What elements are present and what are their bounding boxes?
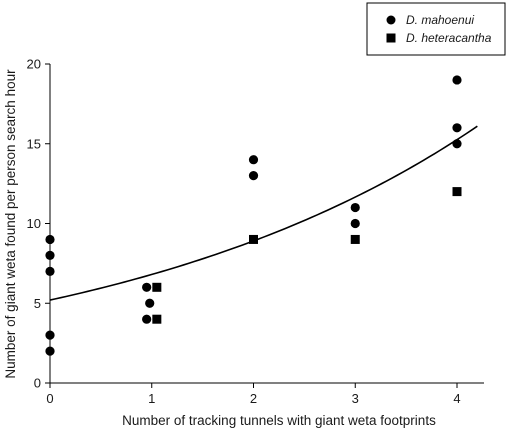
point-d-mahoenui (452, 123, 462, 133)
axes (49, 64, 484, 384)
legend-box (366, 2, 506, 56)
y-tick-label: 0 (34, 376, 41, 391)
point-d-mahoenui (45, 234, 55, 245)
point-d-mahoenui (145, 298, 155, 308)
point-d-mahoenui (248, 171, 259, 181)
axis-ticks: 0 1 2 3 4 0 5 10 15 20 (27, 57, 461, 407)
point-d-mahoenui (45, 330, 55, 340)
point-d-mahoenui (45, 250, 55, 260)
legend-label-d-mahoenui: D. mahoenui (406, 13, 474, 27)
x-tick-label: 2 (250, 391, 257, 406)
point-d-heteracantha (350, 234, 360, 244)
x-tick-label: 1 (148, 391, 155, 406)
x-axis-title: Number of tracking tunnels with giant we… (122, 413, 436, 428)
fit-curve (49, 125, 478, 301)
legend-marker-d-mahoenui (386, 15, 396, 25)
point-d-mahoenui (142, 282, 152, 292)
point-d-mahoenui (45, 346, 55, 356)
point-d-heteracantha (452, 187, 462, 197)
point-d-mahoenui (142, 314, 152, 324)
point-d-mahoenui (248, 155, 259, 165)
point-d-mahoenui (452, 75, 462, 85)
x-tick-label: 3 (352, 391, 359, 406)
legend-marker-d-heteracantha (386, 33, 396, 43)
y-axis-title: Number of giant weta found per person se… (3, 69, 18, 379)
x-tick-label: 0 (46, 391, 53, 406)
point-d-heteracantha (152, 314, 162, 324)
legend: D. mahoenui D. heteracantha (366, 2, 506, 56)
legend-label-d-heteracantha: D. heteracantha (406, 31, 492, 45)
x-tick-label: 4 (453, 391, 460, 406)
y-tick-label: 20 (27, 57, 41, 72)
point-d-heteracantha (152, 282, 162, 292)
y-tick-label: 5 (34, 296, 41, 311)
data-points (45, 75, 462, 356)
y-tick-label: 10 (27, 216, 41, 231)
y-tick-label: 15 (27, 136, 41, 151)
point-d-mahoenui (452, 139, 462, 149)
point-d-heteracantha (249, 234, 258, 244)
fit-curve-layer (49, 125, 478, 301)
point-d-mahoenui (350, 218, 360, 229)
point-d-mahoenui (350, 202, 360, 213)
point-d-mahoenui (45, 266, 55, 276)
